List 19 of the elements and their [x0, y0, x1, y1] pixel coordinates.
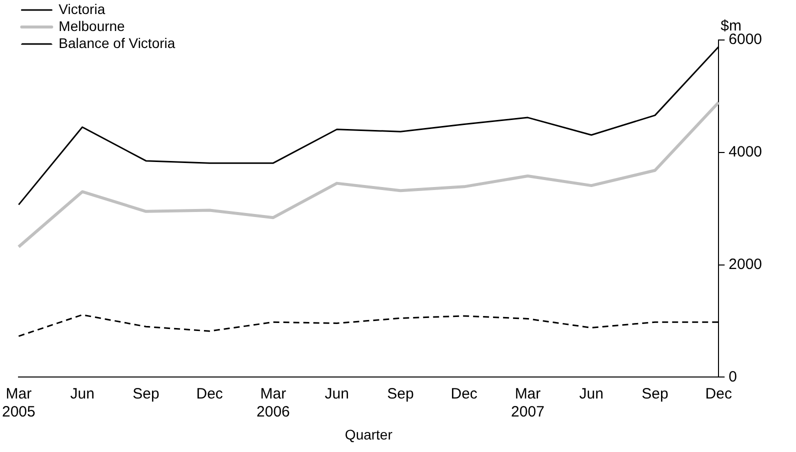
x-tick-label: Sep [642, 385, 668, 402]
x-tick-label: Sep [387, 385, 414, 402]
y-tick-label: 0 [728, 368, 737, 386]
legend-label: Victoria [58, 0, 106, 17]
y-tick-label: 4000 [728, 144, 762, 161]
y-tick-label: 2000 [728, 256, 762, 273]
legend-label: Melbourne [58, 18, 126, 34]
x-tick-label: Jun [324, 385, 349, 402]
x-tick-label: Mar 2005 [2, 385, 36, 420]
x-tick-label: Dec [196, 385, 224, 402]
x-tick-label: Sep [132, 385, 160, 402]
x-axis-title: Quarter [344, 426, 393, 442]
legend-label: Balance of Victoria [58, 34, 176, 51]
x-tick-label: Jun [70, 385, 94, 402]
x-tick-label: Mar 2007 [511, 385, 544, 420]
x-tick-label: Jun [579, 385, 604, 402]
x-tick-label: Dec [705, 385, 732, 402]
x-tick-label: Dec [450, 385, 478, 402]
x-tick-label: Mar 2006 [256, 385, 290, 420]
